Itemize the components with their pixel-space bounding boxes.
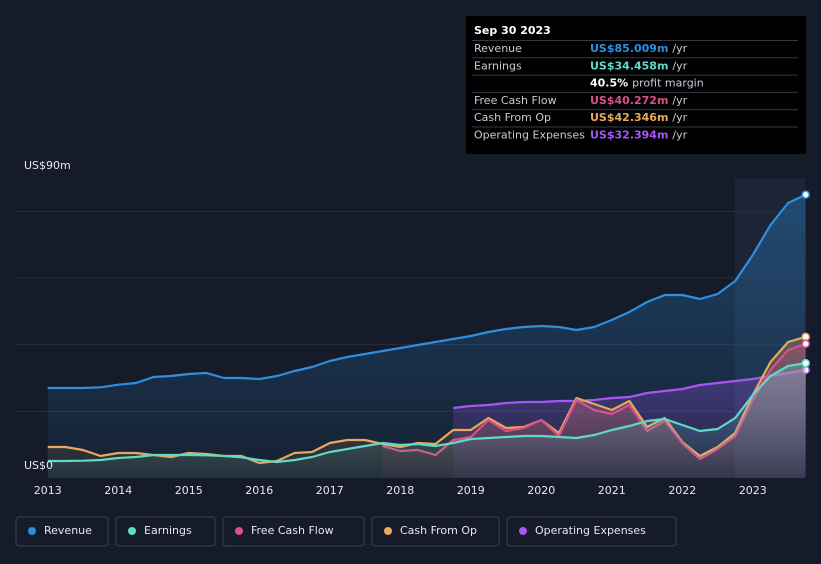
tooltip-value: US$85.009m/yr [590,42,688,55]
legend-item[interactable]: Earnings [115,516,216,547]
legend-item[interactable]: Revenue [15,516,109,547]
tooltip-value: US$40.272m/yr [590,94,688,107]
x-tick-label: 2023 [739,484,767,497]
y-tick-label: US$90m [24,159,71,172]
x-tick-label: 2020 [527,484,555,497]
end-marker [801,339,810,349]
tooltip-unit: /yr [672,94,687,107]
tooltip-number: US$42.346m [590,111,668,124]
legend-button[interactable] [371,516,500,547]
legend-swatch [384,527,392,535]
tooltip-label: Revenue [474,42,522,55]
legend-swatch [28,527,36,535]
x-tick-label: 2014 [104,484,132,497]
legend-swatch [235,527,243,535]
legend-item[interactable]: Free Cash Flow [222,516,365,547]
tooltip-value: US$42.346m/yr [590,111,688,124]
legend-button[interactable] [222,516,365,547]
legend-label: Cash From Op [400,524,477,537]
plot [47,190,810,478]
legend-button[interactable] [15,516,109,547]
x-tick-label: 2022 [668,484,696,497]
x-tick-label: 2018 [386,484,414,497]
legend-swatch [519,527,527,535]
tooltip-value: 40.5% profit margin [590,77,704,90]
tooltip-label: Cash From Op [474,111,551,124]
tooltip-date: Sep 30 2023 [474,24,551,37]
legend-button[interactable] [115,516,216,547]
end-marker [801,358,810,368]
x-tick-label: 2017 [316,484,344,497]
tooltip-label: Operating Expenses [474,129,585,142]
series-line [47,193,807,390]
tooltip-number: US$85.009m [590,42,668,55]
series-line [453,368,806,410]
x-tick-label: 2015 [175,484,203,497]
legend-label: Free Cash Flow [251,524,334,537]
tooltip-number: 40.5% [590,77,628,90]
y-tick-label: US$0 [24,459,53,472]
x-tick-label: 2016 [245,484,273,497]
tooltip-value: US$32.394m/yr [590,129,688,142]
x-tick-label: 2021 [598,484,626,497]
legend: Revenue Earnings Free Cash Flow Cash From O… [15,516,677,547]
legend-swatch [128,527,136,535]
tooltip-unit: /yr [672,42,687,55]
tooltip-unit: /yr [672,111,687,124]
legend-label: Operating Expenses [535,524,646,537]
area-fill [47,363,806,478]
legend-button[interactable] [506,516,677,547]
legend-label: Earnings [144,524,192,537]
tooltip-unit: /yr [672,129,687,142]
axes: US$0 US$90m 2013 2014 2015 2016 2017 2018 2019 20… [24,159,767,497]
tooltip: Sep 30 2023 Revenue US$85.009m/yr Earnings… [466,16,806,154]
series-line [47,362,806,464]
legend-label: Revenue [44,524,92,537]
tooltip-value: US$34.458m/yr [590,59,688,72]
tooltip-number: US$32.394m [590,129,668,142]
tooltip-number: US$40.272m [590,94,668,107]
tooltip-unit: profit margin [632,77,704,90]
legend-item[interactable]: Cash From Op [371,516,500,547]
x-tick-label: 2019 [457,484,485,497]
end-marker [801,332,810,342]
x-tick-label: 2013 [34,484,62,497]
tooltip-label: Free Cash Flow [474,94,557,107]
end-marker [801,190,810,199]
tooltip-unit: /yr [672,59,687,72]
tooltip-box [466,16,806,154]
legend-item[interactable]: Operating Expenses [506,516,677,547]
tooltip-label: Earnings [474,59,522,72]
tooltip-number: US$34.458m [590,59,668,72]
